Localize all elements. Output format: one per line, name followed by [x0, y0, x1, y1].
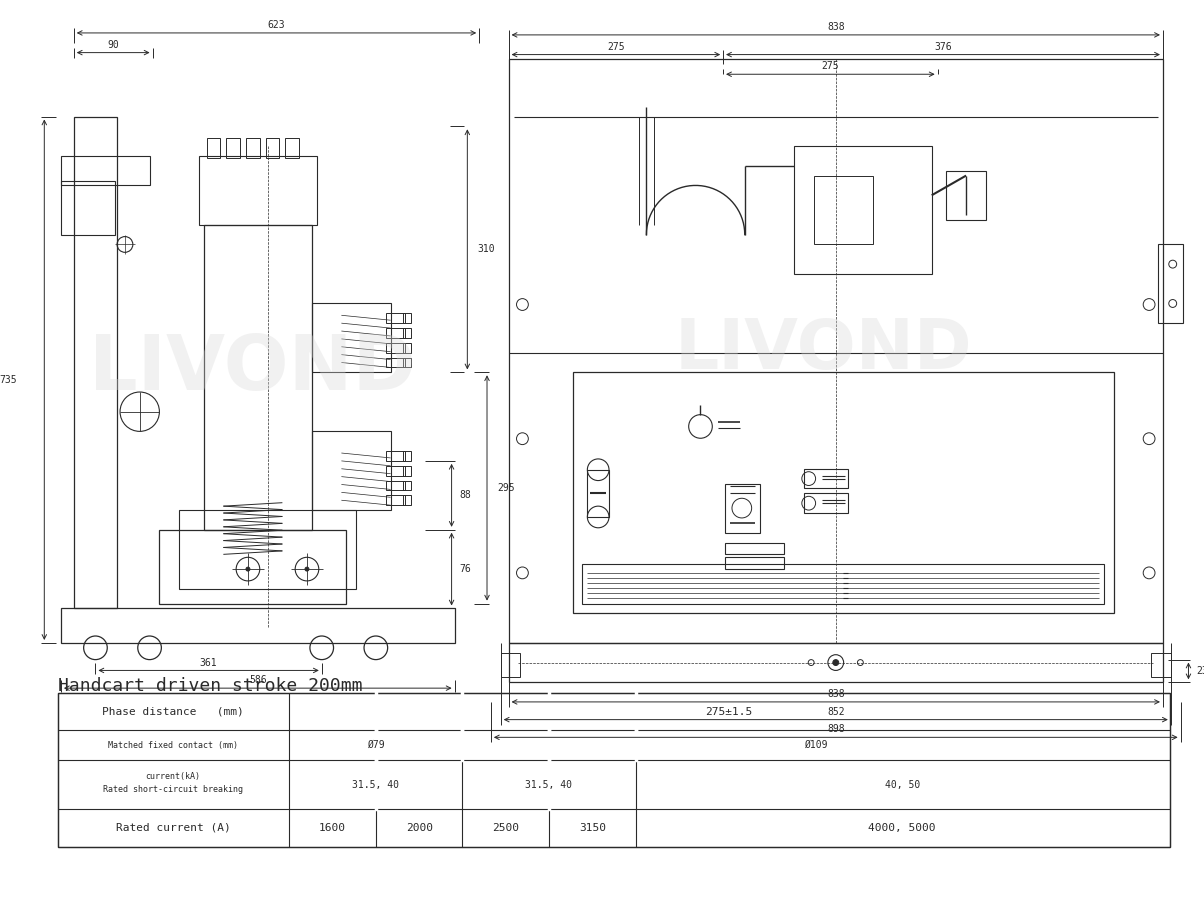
Text: Ø79: Ø79: [367, 740, 384, 750]
Text: 76: 76: [460, 564, 471, 574]
Text: 898: 898: [827, 725, 844, 735]
Circle shape: [246, 568, 250, 571]
Text: 90: 90: [107, 40, 119, 50]
Text: 623: 623: [267, 20, 285, 30]
Bar: [573, 372, 1114, 614]
Text: LIVOND: LIVOND: [674, 316, 973, 383]
Bar: [793, 146, 932, 274]
Bar: [385, 496, 406, 505]
Text: Handcart driven stroke 200mm: Handcart driven stroke 200mm: [58, 677, 362, 696]
Bar: [385, 466, 406, 476]
Bar: [385, 358, 406, 368]
Text: 275: 275: [607, 42, 625, 52]
Bar: [508, 60, 1163, 643]
Text: LIVOND: LIVOND: [89, 332, 417, 407]
Bar: [814, 175, 873, 244]
Bar: [73, 116, 117, 608]
Bar: [403, 466, 412, 476]
Bar: [583, 564, 1104, 604]
Bar: [61, 608, 455, 643]
Bar: [159, 529, 347, 604]
Bar: [61, 181, 116, 234]
Text: 838: 838: [827, 22, 844, 32]
Bar: [385, 328, 406, 338]
Text: 40, 50: 40, 50: [885, 780, 920, 790]
Bar: [403, 480, 412, 490]
Bar: [246, 138, 260, 158]
Text: Matched fixed contact (mm): Matched fixed contact (mm): [108, 741, 238, 750]
Bar: [1151, 653, 1170, 677]
Bar: [179, 510, 356, 588]
Bar: [58, 693, 1170, 846]
Bar: [61, 156, 149, 185]
Bar: [285, 138, 299, 158]
Bar: [385, 313, 406, 323]
Bar: [203, 225, 312, 529]
Bar: [946, 171, 986, 220]
Text: 1600: 1600: [319, 823, 346, 833]
Text: Rated current (A): Rated current (A): [116, 823, 230, 833]
Text: 31.5, 40: 31.5, 40: [353, 780, 400, 790]
Bar: [226, 138, 240, 158]
Bar: [385, 343, 406, 352]
Bar: [403, 451, 412, 461]
Text: 735: 735: [0, 375, 17, 385]
Bar: [403, 313, 412, 323]
Bar: [312, 303, 390, 372]
Text: 4000, 5000: 4000, 5000: [868, 823, 936, 833]
Bar: [588, 469, 609, 517]
Text: 361: 361: [200, 657, 218, 667]
Bar: [58, 693, 1170, 846]
Text: 852: 852: [827, 706, 844, 716]
Text: Ø109: Ø109: [804, 740, 827, 750]
Text: 838: 838: [827, 689, 844, 699]
Bar: [725, 558, 784, 569]
Text: 3150: 3150: [579, 823, 606, 833]
Bar: [403, 328, 412, 338]
Bar: [312, 431, 390, 510]
Bar: [266, 138, 279, 158]
Circle shape: [833, 659, 839, 666]
Bar: [1158, 244, 1182, 323]
Bar: [403, 358, 412, 368]
Text: 23: 23: [1197, 666, 1204, 676]
Bar: [508, 643, 1163, 682]
Bar: [804, 493, 848, 513]
Bar: [725, 543, 784, 555]
Text: 88: 88: [460, 490, 471, 500]
Text: 586: 586: [249, 676, 266, 686]
Text: Rated short-circuit breaking: Rated short-circuit breaking: [104, 785, 243, 794]
Circle shape: [305, 568, 309, 571]
Bar: [385, 480, 406, 490]
Text: 275: 275: [821, 62, 839, 72]
Text: 310: 310: [477, 244, 495, 254]
Text: 275±1.5: 275±1.5: [706, 706, 752, 716]
Text: 2000: 2000: [406, 823, 432, 833]
Bar: [199, 156, 317, 225]
Bar: [501, 653, 520, 677]
Text: 31.5, 40: 31.5, 40: [525, 780, 572, 790]
Bar: [403, 496, 412, 505]
Text: 2500: 2500: [492, 823, 519, 833]
Text: 376: 376: [934, 42, 952, 52]
Text: current(kA): current(kA): [146, 772, 201, 781]
Text: 295: 295: [497, 483, 514, 493]
Bar: [385, 451, 406, 461]
Bar: [725, 484, 760, 533]
Text: Phase distance   (mm): Phase distance (mm): [102, 706, 244, 716]
Bar: [207, 138, 220, 158]
Bar: [804, 469, 848, 489]
Bar: [403, 343, 412, 352]
